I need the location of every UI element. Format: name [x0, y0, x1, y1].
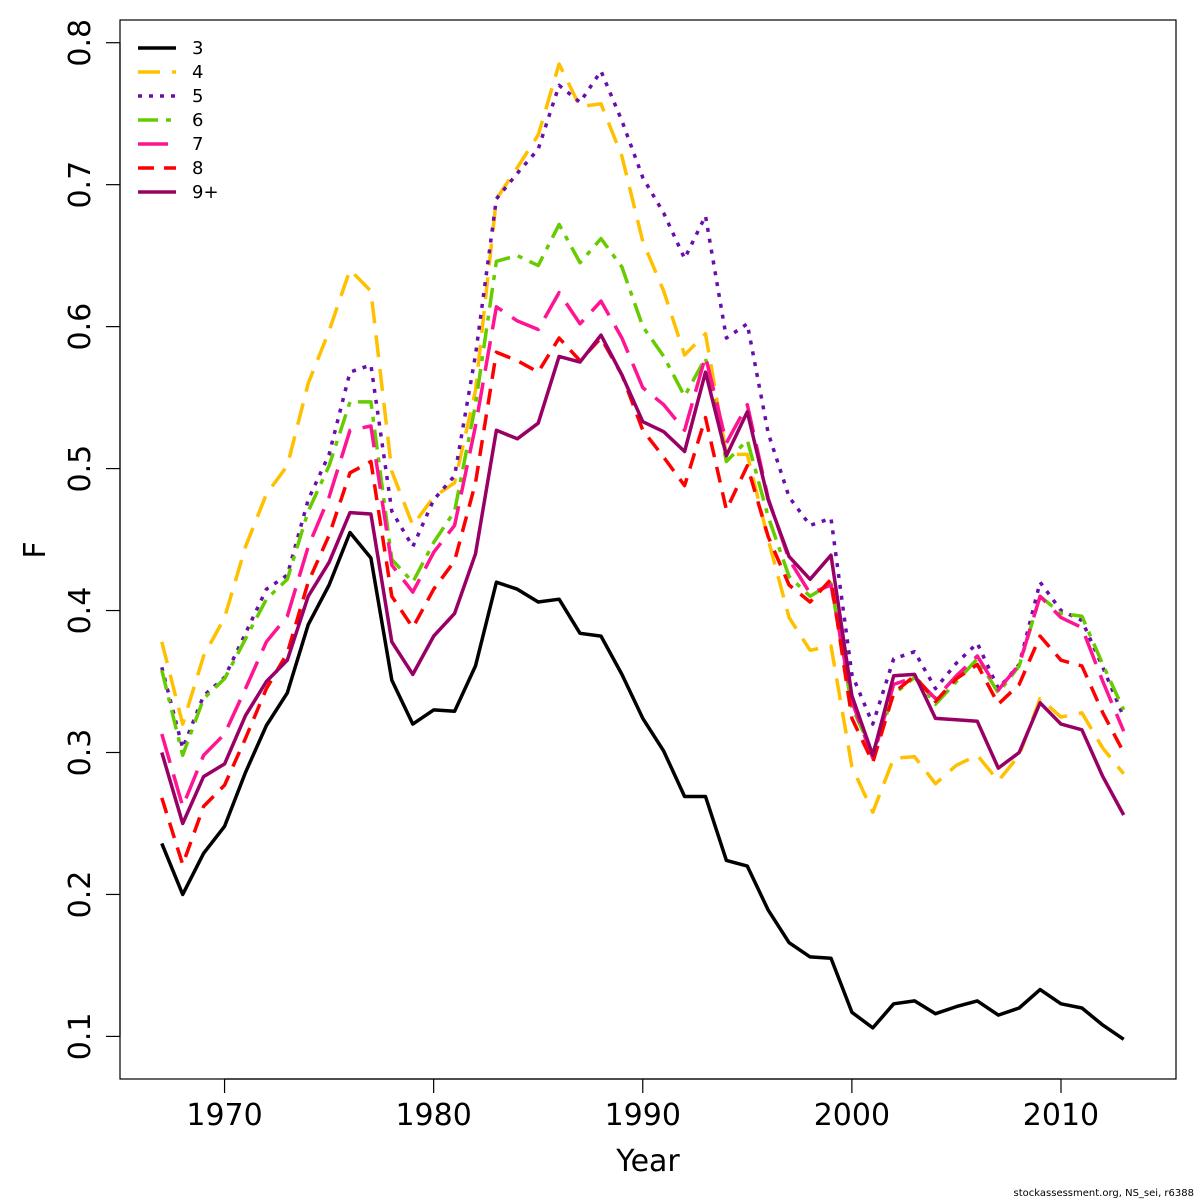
y-tick-label: 0.6 [63, 303, 98, 351]
y-tick-label: 0.5 [63, 445, 98, 493]
series-line-7 [160, 290, 1126, 809]
x-tick-label: 2010 [1023, 1098, 1099, 1133]
y-tick-label: 0.2 [63, 871, 98, 919]
legend-label: 6 [192, 110, 203, 131]
y-tick-label: 0.7 [63, 161, 98, 209]
x-tick-label: 1980 [395, 1098, 471, 1133]
series-line-8 [160, 336, 1126, 867]
x-tick-label: 1990 [605, 1098, 681, 1133]
series-line-6 [160, 222, 1126, 758]
credit-text: stockassessment.org, NS_sei, r6388 [1014, 1188, 1194, 1199]
y-tick-label: 0.4 [63, 587, 98, 635]
plot-frame [119, 19, 1177, 1080]
x-tick-label: 2000 [814, 1098, 890, 1133]
legend-label: 4 [192, 62, 203, 83]
legend: 3 4 5 6 7 8 9+ [138, 38, 219, 203]
legend-label: 8 [192, 158, 203, 179]
y-tick-label: 0.1 [63, 1013, 98, 1061]
series-line-5 [160, 69, 1126, 750]
series-line-4 [160, 62, 1126, 814]
legend-label: 7 [192, 134, 203, 155]
series-layer [160, 62, 1126, 1041]
y-tick-label: 0.3 [63, 729, 98, 777]
series-line-3 [160, 530, 1125, 1041]
x-tick-label: 1970 [186, 1098, 262, 1133]
x-axis: 1970 1980 1990 2000 2010 [186, 1078, 1099, 1133]
legend-label: 5 [192, 86, 203, 107]
legend-label: 3 [192, 38, 203, 59]
y-axis: 0.1 0.2 0.3 0.4 0.5 0.6 0.7 0.8 [63, 19, 121, 1061]
y-tick-label: 0.8 [63, 19, 98, 67]
y-axis-title: F [18, 541, 53, 558]
series-line-9plus [160, 333, 1126, 826]
x-axis-title: Year [615, 1144, 680, 1179]
legend-label: 9+ [192, 182, 219, 203]
